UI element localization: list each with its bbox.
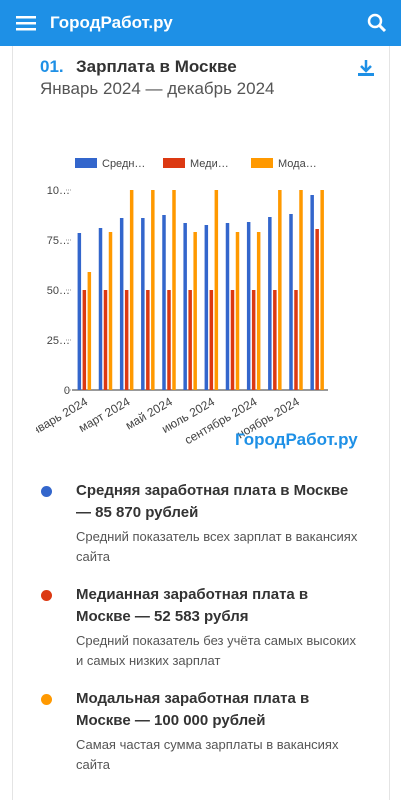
x-tick-label: январь 2024 <box>23 394 90 441</box>
bar <box>251 290 256 390</box>
bar <box>188 290 192 390</box>
bar <box>141 218 145 390</box>
bar <box>124 290 129 390</box>
bullet <box>41 694 52 705</box>
legend-swatch <box>75 158 97 168</box>
bar <box>82 290 87 390</box>
y-tick-label: 75… <box>47 235 70 247</box>
bar <box>193 232 197 390</box>
list-item: Средняя заработная плата в Москве — 85 8… <box>76 480 366 567</box>
y-tick-label: 10… <box>47 185 70 197</box>
site-title[interactable]: ГородРабот.ру <box>50 13 173 32</box>
item-title: Модальная заработная плата в Москве — 10… <box>76 690 310 729</box>
bar <box>310 195 314 390</box>
bar <box>98 228 103 390</box>
bar <box>151 190 155 390</box>
card <box>12 46 390 800</box>
bar <box>268 217 272 390</box>
bullet <box>41 590 52 601</box>
section-number: 01. <box>40 57 64 76</box>
watermark: ГородРабот.ру <box>235 430 358 449</box>
item-title: Медианная заработная плата в Москве — 52… <box>76 586 309 625</box>
bar <box>214 190 219 390</box>
item-description: Средний показатель всех зарплат в ваканс… <box>76 529 358 564</box>
bar <box>235 232 240 390</box>
list-item: Медианная заработная плата в Москве — 52… <box>76 584 366 671</box>
y-tick-label: 50… <box>47 285 70 297</box>
y-tick-label: 0 <box>64 385 70 397</box>
bar <box>230 290 235 390</box>
header: ГородРабот.ру <box>0 0 401 46</box>
bar <box>299 190 303 390</box>
bar <box>77 233 82 390</box>
bar <box>289 214 293 390</box>
bar <box>108 232 113 390</box>
bar <box>320 190 324 390</box>
item-description: Средний показатель без учёта самых высок… <box>76 633 356 668</box>
section-period: Январь 2024 — декабрь 2024 <box>40 79 275 98</box>
bar <box>129 190 134 390</box>
bar <box>167 290 171 390</box>
bar <box>246 222 251 390</box>
item-title: Средняя заработная плата в Москве — 85 8… <box>76 482 349 521</box>
bullet <box>41 486 52 497</box>
legend-swatch <box>163 158 185 168</box>
bar <box>146 290 150 390</box>
bar <box>204 225 209 390</box>
bar <box>209 290 214 390</box>
bar <box>103 290 108 390</box>
bar <box>256 232 261 390</box>
section-title: Зарплата в Москве <box>76 57 237 76</box>
bar <box>315 229 319 390</box>
bar <box>273 290 277 390</box>
legend-label: Мода… <box>278 158 317 170</box>
list-item: Модальная заработная плата в Москве — 10… <box>76 688 366 775</box>
legend-label: Меди… <box>190 158 229 170</box>
menu-icon[interactable] <box>16 15 36 31</box>
legend-label: Средн… <box>102 158 145 170</box>
bar <box>225 223 230 390</box>
legend-swatch <box>251 158 273 168</box>
bar <box>87 272 92 390</box>
bar <box>119 218 124 390</box>
bar <box>183 223 187 390</box>
bar <box>278 190 282 390</box>
y-tick-label: 25… <box>47 335 70 347</box>
item-description: Самая частая сумма зарплаты в вакансиях … <box>76 737 339 772</box>
download-icon[interactable] <box>357 59 375 77</box>
bar <box>172 190 176 390</box>
bar <box>162 215 166 390</box>
bar <box>294 290 298 390</box>
search-icon[interactable] <box>367 13 387 33</box>
